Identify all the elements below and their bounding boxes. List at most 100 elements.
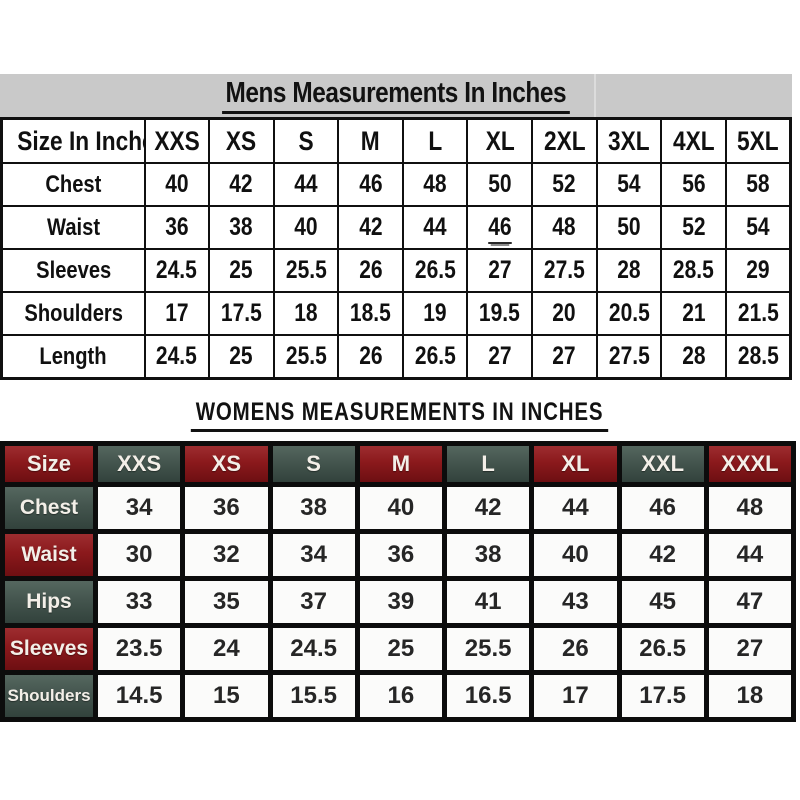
table-row: Sleeves 24.5 25 25.5 26 26.5 27 27.5 28 28.5 29	[0, 248, 792, 293]
data-cell: 25.5	[272, 248, 340, 293]
row-label-text: Waist	[46, 213, 100, 241]
header-cell: Size In Inches	[0, 117, 146, 164]
row-label: Chest	[0, 162, 146, 207]
data-cell-value: 36	[213, 494, 240, 521]
data-cell-value: 40	[165, 170, 189, 198]
data-cell: 29	[724, 248, 792, 293]
data-cell: 17.5	[208, 291, 275, 336]
data-cell: 28.5	[724, 334, 792, 380]
row-label: Sleeves	[0, 248, 146, 293]
data-cell-value: 35	[213, 588, 240, 615]
header-cell-label: 5XL	[737, 125, 779, 156]
header-cell: XXS	[143, 117, 211, 164]
header-cell-label: XS	[226, 125, 257, 156]
data-cell-value: 25.5	[285, 342, 327, 370]
data-cell: 36	[359, 534, 442, 576]
data-cell-value: 28	[617, 256, 641, 284]
data-cell: 21	[660, 291, 727, 336]
data-cell: 17.5	[621, 675, 704, 717]
data-cell-value: 42	[649, 541, 676, 568]
data-cell: 18.5	[337, 291, 404, 336]
data-cell-value: 26.5	[414, 342, 456, 370]
data-cell-value: 18	[294, 299, 318, 327]
data-cell-value: 26.5	[639, 635, 686, 662]
data-cell-value: 44	[294, 170, 318, 198]
data-cell-value: 40	[387, 494, 415, 521]
data-cell-value: 34	[125, 494, 153, 521]
data-cell: 40	[534, 534, 617, 576]
underlined-value: 46	[488, 213, 512, 244]
header-cell: XXL	[621, 446, 704, 482]
mens-title-band: Mens Measurements In Inches	[0, 74, 792, 117]
data-cell: 28	[660, 334, 727, 380]
data-cell: 45	[621, 581, 704, 623]
data-cell-value: 41	[474, 588, 502, 615]
row-label-text: Shoulders	[23, 299, 123, 327]
data-cell: 27	[531, 334, 598, 380]
data-cell-value: 48	[552, 213, 577, 241]
data-cell-value: 44	[736, 541, 764, 568]
data-cell: 25	[208, 248, 275, 293]
data-cell: 23.5	[98, 628, 181, 670]
header-cell-label: XXS	[154, 125, 200, 156]
data-cell: 34	[98, 487, 181, 529]
data-cell: 54	[595, 162, 663, 207]
header-cell: Size	[5, 446, 93, 482]
womens-title-wrap: WOMENS MEASUREMENTS IN INCHES	[0, 398, 800, 432]
data-cell: 25.5	[447, 628, 530, 670]
header-cell: M	[337, 117, 404, 164]
data-cell: 27	[466, 334, 534, 380]
data-cell-value: 42	[474, 494, 502, 521]
data-cell-value: 38	[300, 494, 327, 521]
data-cell: 27	[708, 628, 791, 670]
data-cell-value: 54	[746, 213, 770, 241]
womens-table-title: WOMENS MEASUREMENTS IN INCHES	[191, 398, 609, 432]
data-cell: 33	[98, 581, 181, 623]
data-cell-value: 17	[165, 299, 189, 327]
data-cell: 43	[534, 581, 617, 623]
table-row: Length 24.5 25 25.5 26 26.5 27 27 27.5 28 28.5	[0, 334, 792, 380]
data-cell-value: 40	[562, 541, 589, 568]
data-cell: 56	[660, 162, 727, 207]
header-cell-label: 3XL	[608, 125, 650, 156]
data-cell: 25.5	[272, 334, 340, 380]
data-cell-value: 25	[229, 342, 254, 370]
data-cell-value: 24.5	[290, 635, 337, 662]
data-cell: 16	[359, 675, 442, 717]
data-cell-value: 25	[387, 635, 415, 662]
row-label-text: Shoulders	[7, 686, 91, 705]
data-cell: 18	[708, 675, 791, 717]
data-cell-value: 36	[387, 541, 415, 568]
header-cell-label: XXXL	[721, 451, 779, 476]
data-cell: 58	[724, 162, 792, 207]
data-cell: 26	[337, 248, 404, 293]
header-cell: S	[272, 117, 340, 164]
data-cell: 47	[708, 581, 791, 623]
header-cell: 5XL	[724, 117, 792, 164]
data-cell-value: 28	[681, 342, 706, 370]
row-label-text: Hips	[26, 590, 72, 613]
data-cell: 44	[272, 162, 340, 207]
data-cell-value: 17	[562, 682, 589, 709]
data-cell-value: 37	[300, 588, 327, 615]
data-cell-value: 36	[165, 213, 189, 241]
data-cell-value: 56	[681, 170, 706, 198]
data-cell: 48	[531, 205, 598, 250]
data-cell: 21.5	[724, 291, 792, 336]
data-cell-value: 19.5	[479, 299, 521, 327]
data-cell-value: 48	[736, 494, 764, 521]
row-label-text: Waist	[21, 543, 77, 566]
header-cell: 2XL	[531, 117, 598, 164]
header-cell: XXS	[98, 446, 181, 482]
row-label-text: Chest	[45, 170, 102, 198]
table-row: Hips 33 35 37 39 41 43 45 47	[5, 581, 791, 623]
data-cell: 48	[401, 162, 469, 207]
data-cell: 24	[185, 628, 268, 670]
header-cell: L	[447, 446, 530, 482]
data-cell: 37	[272, 581, 355, 623]
data-cell: 26.5	[401, 248, 469, 293]
data-cell-value: 27.5	[543, 256, 585, 284]
data-cell: 20	[531, 291, 598, 336]
table-row: Waist 30 32 34 36 38 40 42 44	[5, 534, 791, 576]
data-cell-value: 16.5	[464, 682, 512, 709]
